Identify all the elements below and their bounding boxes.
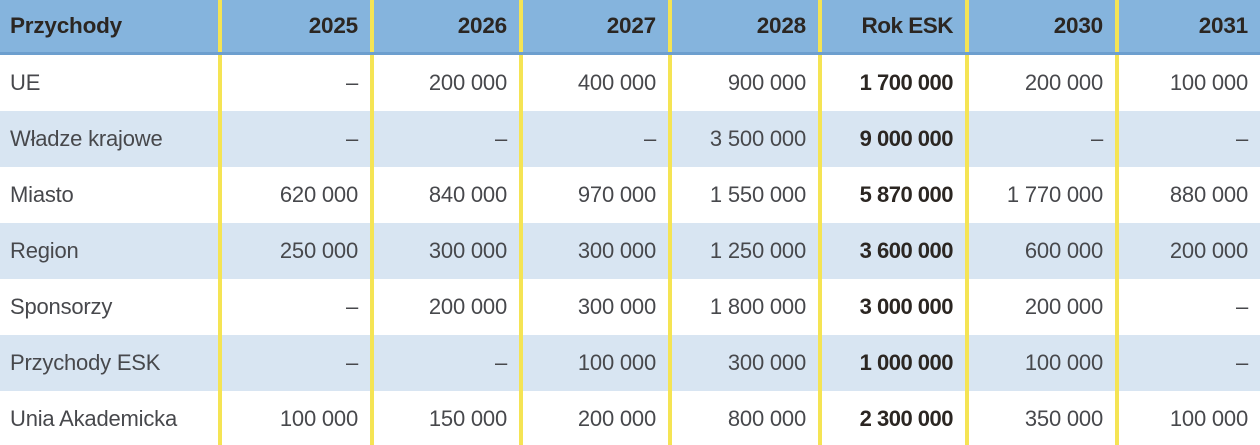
table-cell: – bbox=[965, 111, 1115, 167]
table-cell: 1 250 000 bbox=[668, 223, 818, 279]
table-cell: 3 500 000 bbox=[668, 111, 818, 167]
table-cell: – bbox=[218, 55, 370, 111]
table-header-row: Przychody 2025 2026 2027 2028 Rok ESK 2030 2031 bbox=[0, 0, 1260, 55]
table-cell: 200 000 bbox=[1115, 223, 1260, 279]
row-label: UE bbox=[10, 70, 41, 95]
cell-rok-esk: 2 300 000 bbox=[818, 391, 965, 445]
table-cell: – bbox=[519, 111, 668, 167]
table-row: Władze krajowe – – –3 500 000 9 000 000– – bbox=[0, 111, 1260, 167]
table-cell: – bbox=[218, 335, 370, 391]
table-cell: 100 000 bbox=[1115, 391, 1260, 445]
header-cell: 2028 bbox=[668, 0, 818, 52]
row-label: Miasto bbox=[10, 182, 74, 207]
row-label: Przychody ESK bbox=[10, 350, 161, 375]
table-cell: 200 000 bbox=[965, 279, 1115, 335]
header-cell: 2026 bbox=[370, 0, 519, 52]
table-cell: 900 000 bbox=[668, 55, 818, 111]
row-label: Region bbox=[10, 238, 79, 263]
table-cell: 1 550 000 bbox=[668, 167, 818, 223]
table-row: Unia Akademicka 100 000 150 000 200 000 800 … bbox=[0, 391, 1260, 445]
table-body: UE –200 000 400 000 900 000 1 700 000 200 000… bbox=[0, 55, 1260, 445]
table-cell: 200 000 bbox=[519, 391, 668, 445]
table-row: Przychody ESK – –100 000 300 000 1 000 000 10… bbox=[0, 335, 1260, 391]
table-row: Region 250 000 300 000 300 000 1 250 000 3 60… bbox=[0, 223, 1260, 279]
row-label: Unia Akademicka bbox=[10, 406, 177, 431]
table-cell: – bbox=[370, 111, 519, 167]
table-cell: 300 000 bbox=[519, 223, 668, 279]
table-cell: – bbox=[218, 279, 370, 335]
header-cell: 2027 bbox=[519, 0, 668, 52]
table-cell: – bbox=[218, 111, 370, 167]
header-cell: 2031 bbox=[1115, 0, 1260, 52]
cell-rok-esk: 5 870 000 bbox=[818, 167, 965, 223]
table-cell: – bbox=[370, 335, 519, 391]
table-cell: 1 770 000 bbox=[965, 167, 1115, 223]
table-cell: 350 000 bbox=[965, 391, 1115, 445]
table-row: Sponsorzy –200 000 300 000 1 800 000 3 000 0… bbox=[0, 279, 1260, 335]
row-label: Władze krajowe bbox=[10, 126, 163, 151]
header-cell-przychody: Przychody bbox=[10, 13, 122, 38]
table-cell: 300 000 bbox=[370, 223, 519, 279]
table-cell: 200 000 bbox=[370, 279, 519, 335]
table-cell: 300 000 bbox=[519, 279, 668, 335]
table-cell: 100 000 bbox=[1115, 55, 1260, 111]
table-cell: 200 000 bbox=[370, 55, 519, 111]
header-cell: 2030 bbox=[965, 0, 1115, 52]
table-cell: – bbox=[1115, 335, 1260, 391]
table-cell: – bbox=[1115, 111, 1260, 167]
cell-rok-esk: 3 000 000 bbox=[818, 279, 965, 335]
header-cell: Rok ESK bbox=[818, 0, 965, 52]
table-cell: 800 000 bbox=[668, 391, 818, 445]
table-cell: 300 000 bbox=[668, 335, 818, 391]
table-cell: 250 000 bbox=[218, 223, 370, 279]
table-cell: 150 000 bbox=[370, 391, 519, 445]
table-cell: 100 000 bbox=[965, 335, 1115, 391]
cell-rok-esk: 3 600 000 bbox=[818, 223, 965, 279]
table-cell: 970 000 bbox=[519, 167, 668, 223]
table-row: Miasto 620 000 840 000 970 000 1 550 000 5 87… bbox=[0, 167, 1260, 223]
row-label: Sponsorzy bbox=[10, 294, 113, 319]
table-cell: 620 000 bbox=[218, 167, 370, 223]
cell-rok-esk: 1 700 000 bbox=[818, 55, 965, 111]
table-cell: 100 000 bbox=[218, 391, 370, 445]
table-cell: 840 000 bbox=[370, 167, 519, 223]
cell-rok-esk: 1 000 000 bbox=[818, 335, 965, 391]
table-cell: 100 000 bbox=[519, 335, 668, 391]
table-cell: 600 000 bbox=[965, 223, 1115, 279]
table-cell: 880 000 bbox=[1115, 167, 1260, 223]
table-cell: 1 800 000 bbox=[668, 279, 818, 335]
table-cell: – bbox=[1115, 279, 1260, 335]
table-cell: 400 000 bbox=[519, 55, 668, 111]
table-row: UE –200 000 400 000 900 000 1 700 000 200 000… bbox=[0, 55, 1260, 111]
header-cell: 2025 bbox=[218, 0, 370, 52]
table-cell: 200 000 bbox=[965, 55, 1115, 111]
cell-rok-esk: 9 000 000 bbox=[818, 111, 965, 167]
